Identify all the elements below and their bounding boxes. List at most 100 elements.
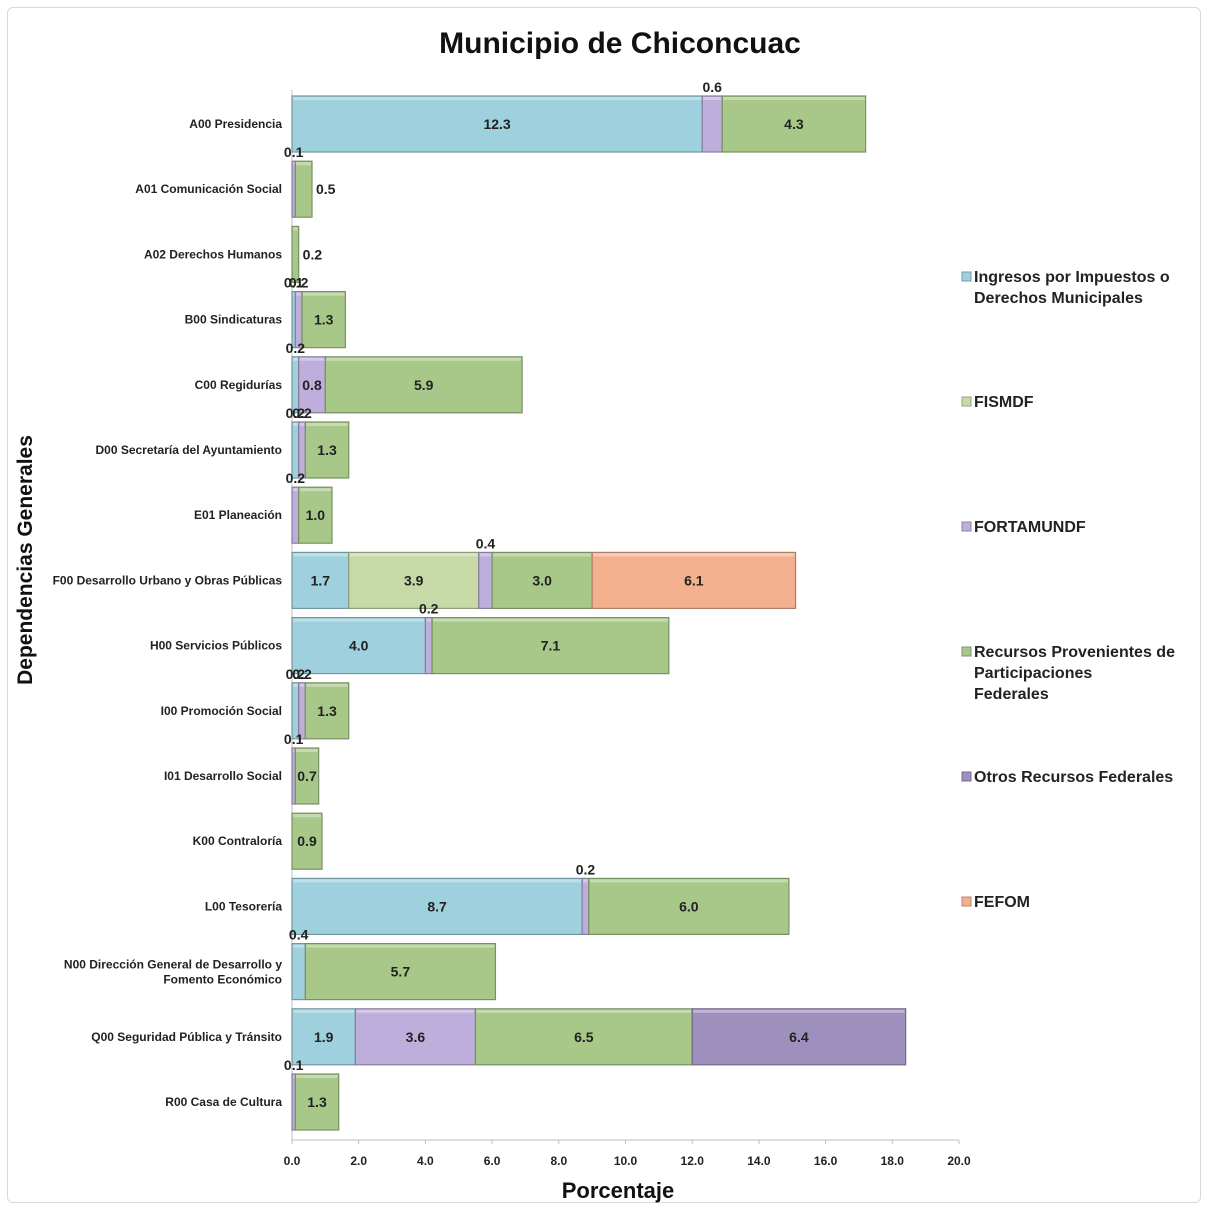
category-label: H00 Servicios Públicos bbox=[150, 639, 282, 653]
data-label: 0.7 bbox=[297, 768, 317, 784]
bar-segment-highlight bbox=[479, 553, 492, 557]
legend-label-ingresos: Ingresos por Impuestos o Derechos Municip… bbox=[974, 269, 1170, 307]
data-label: 1.3 bbox=[317, 442, 337, 458]
category-label: A00 Presidencia bbox=[189, 117, 282, 131]
data-label: 0.5 bbox=[316, 181, 336, 197]
x-tick-label: 6.0 bbox=[484, 1154, 501, 1168]
bar-segment-highlight bbox=[476, 1009, 692, 1013]
bar-segment-participaciones bbox=[588, 877, 790, 936]
bar-segment-fismdf bbox=[348, 551, 480, 610]
bar-segment-highlight bbox=[293, 1009, 355, 1013]
chart-frame bbox=[7, 7, 1201, 1203]
bar-segment-highlight bbox=[296, 1075, 338, 1078]
bar-segment-otros bbox=[691, 1008, 907, 1066]
x-tick-label: 2.0 bbox=[350, 1154, 367, 1168]
legend-swatch-participaciones bbox=[961, 646, 972, 657]
category-label: E01 Planeación bbox=[194, 508, 282, 522]
data-label: 3.9 bbox=[404, 572, 424, 588]
data-label: 1.3 bbox=[307, 1094, 327, 1110]
bar-segment-highlight bbox=[293, 618, 425, 622]
data-label: 0.1 bbox=[284, 1057, 304, 1073]
chart-title: Municipio de Chiconcuac bbox=[439, 27, 801, 60]
data-label: 0.2 bbox=[289, 275, 309, 291]
bar-segment-participaciones bbox=[324, 356, 523, 414]
data-label: 0.2 bbox=[292, 405, 312, 421]
bar-segment-highlight bbox=[703, 97, 722, 100]
bar-segment-highlight bbox=[326, 357, 522, 361]
x-tick-label: 8.0 bbox=[550, 1154, 567, 1168]
bar-segment-ingresos bbox=[291, 877, 583, 936]
data-label: 0.9 bbox=[297, 833, 317, 849]
y-axis-title: Dependencias Generales bbox=[14, 435, 37, 685]
data-label: 0.6 bbox=[702, 79, 722, 95]
legend-swatch-fefom bbox=[961, 896, 972, 907]
bar-segment-highlight bbox=[493, 553, 592, 557]
category-label: I00 Promoción Social bbox=[161, 704, 282, 718]
bar-segment-fortamundf bbox=[424, 616, 433, 675]
data-label: 6.4 bbox=[789, 1029, 809, 1045]
bar-segment-highlight bbox=[293, 553, 348, 557]
x-tick-label: 20.0 bbox=[947, 1154, 971, 1168]
bar-segment-highlight bbox=[299, 683, 305, 687]
bar-segment-highlight bbox=[293, 162, 295, 166]
data-label: 0.4 bbox=[476, 535, 496, 551]
bar-segment-highlight bbox=[293, 97, 702, 100]
legend-label-fefom: FEFOM bbox=[974, 894, 1030, 911]
x-tick-label: 12.0 bbox=[681, 1154, 705, 1168]
data-label: 6.0 bbox=[679, 898, 699, 914]
bar-segment-fortamundf bbox=[478, 551, 493, 610]
data-label: 0.2 bbox=[576, 861, 596, 877]
bar-segment-participaciones bbox=[304, 682, 350, 740]
x-tick-label: 10.0 bbox=[614, 1154, 638, 1168]
data-label: 1.0 bbox=[306, 507, 326, 523]
bar-segment-highlight bbox=[293, 814, 322, 818]
legend-swatch-fismdf bbox=[961, 396, 972, 407]
bar-segment-highlight bbox=[349, 553, 478, 557]
bar-segment-participaciones bbox=[298, 486, 333, 544]
category-label: A01 Comunicación Social bbox=[135, 182, 282, 196]
bar-segment-fefom bbox=[591, 551, 797, 610]
legend-label-otros: Otros Recursos Federales bbox=[974, 769, 1173, 786]
data-label: 3.6 bbox=[406, 1029, 426, 1045]
bar-segment-highlight bbox=[589, 879, 788, 883]
bar-segment-highlight bbox=[293, 423, 298, 426]
bar-segment-highlight bbox=[723, 97, 865, 100]
bar-segment-ingresos bbox=[291, 942, 306, 1001]
bar-segment-fortamundf bbox=[291, 486, 300, 544]
bar-segment-highlight bbox=[693, 1009, 905, 1013]
legend-label-participaciones: Recursos Provenientes de Participaciones F… bbox=[974, 644, 1175, 703]
bar-segment-highlight bbox=[306, 423, 348, 426]
data-label: 1.3 bbox=[314, 312, 334, 328]
bar-segment-highlight bbox=[293, 944, 305, 948]
bar-segment-fortamundf bbox=[354, 1008, 477, 1066]
data-label: 0.1 bbox=[284, 275, 304, 291]
x-axis-title: Porcentaje bbox=[562, 1178, 675, 1203]
x-tick-label: 16.0 bbox=[814, 1154, 838, 1168]
bar-segment-highlight bbox=[293, 292, 295, 296]
bar-segment-highlight bbox=[299, 423, 305, 426]
data-label: 0.2 bbox=[286, 470, 306, 486]
bar-segment-highlight bbox=[356, 1009, 475, 1013]
category-label: C00 Regidurías bbox=[195, 378, 283, 392]
bar-segment-highlight bbox=[293, 227, 298, 231]
bar-segment-highlight bbox=[296, 292, 302, 296]
bar-segment-participaciones bbox=[291, 812, 323, 870]
data-label: 7.1 bbox=[541, 638, 561, 654]
data-label: 12.3 bbox=[483, 116, 510, 132]
category-label: Q00 Seguridad Pública y Tránsito bbox=[91, 1030, 282, 1044]
legend-label-fortamundf: FORTAMUNDF bbox=[974, 519, 1086, 536]
legend-label-fismdf: FISMDF bbox=[974, 394, 1034, 411]
bar-segment-highlight bbox=[306, 944, 495, 948]
data-label: 0.2 bbox=[286, 666, 306, 682]
data-label: 0.8 bbox=[302, 377, 322, 393]
bar-segment-highlight bbox=[583, 879, 588, 883]
legend-swatch-ingresos bbox=[961, 271, 972, 282]
bar-segment-participaciones bbox=[721, 95, 867, 153]
category-label: R00 Casa de Cultura bbox=[165, 1095, 282, 1109]
data-label: 1.9 bbox=[314, 1029, 334, 1045]
bar-segment-participaciones bbox=[304, 942, 497, 1001]
category-label: A02 Derechos Humanos bbox=[144, 247, 282, 261]
legend-swatch-otros bbox=[961, 771, 972, 782]
data-label: 0.1 bbox=[284, 731, 304, 747]
